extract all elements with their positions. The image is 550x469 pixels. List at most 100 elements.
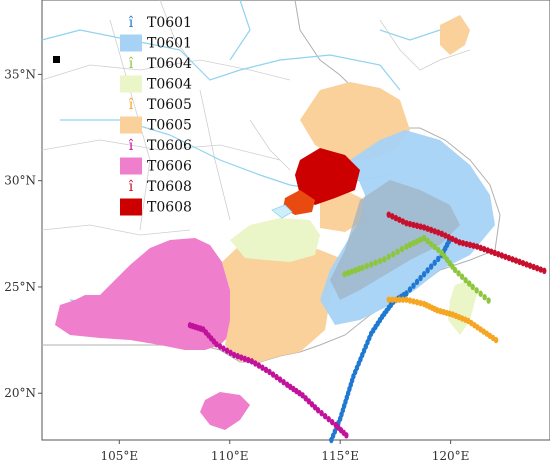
track-marker-icon: î [129, 179, 134, 195]
track-point [478, 290, 483, 297]
track-point [510, 256, 515, 263]
track-point [411, 298, 416, 305]
track-t0606 [187, 322, 349, 439]
x-tick-label: 105°E [100, 449, 138, 463]
track-point [414, 278, 420, 286]
track-point [306, 398, 312, 405]
track-point [446, 234, 452, 241]
track-point [404, 243, 409, 250]
track-point [364, 262, 369, 270]
track-point [432, 259, 437, 266]
track-point [459, 273, 465, 280]
track-point [390, 213, 395, 220]
track-point [470, 283, 475, 291]
track-point [520, 259, 526, 267]
track-marker-icon: î [129, 15, 134, 31]
track-point [407, 286, 413, 293]
track-point [411, 239, 416, 247]
track-point [322, 412, 328, 420]
track-point [360, 264, 365, 272]
y-tick-label: 30°N [4, 174, 36, 188]
track-point [492, 249, 497, 257]
track-point [439, 230, 444, 238]
track-point [386, 253, 391, 260]
track-point [407, 241, 413, 249]
track-point [485, 247, 490, 254]
track-point [471, 242, 476, 249]
track-point [395, 248, 400, 255]
track-point [452, 266, 458, 274]
legend-label: T0604 [147, 56, 192, 72]
map-legend: î T0601 T0601 î T0604 T0604 î T0605 T0605 î T0606 T… [120, 15, 192, 216]
legend-label: T0606 [147, 159, 192, 175]
track-point [400, 218, 406, 225]
track-point [478, 244, 483, 252]
track-point [352, 267, 358, 274]
track-t0608 [386, 211, 547, 275]
axis-ticks: 105°E 110°E 115°E 120°E 35°N 30°N 25°N 20°N [4, 67, 469, 463]
track-point [542, 267, 547, 275]
lake [271, 204, 293, 219]
track-point [467, 241, 473, 249]
track-point [217, 343, 223, 350]
track-point [400, 296, 406, 303]
track-point [377, 257, 383, 265]
area-swatch-icon [120, 75, 142, 93]
track-point [421, 271, 427, 278]
area-swatch-icon [120, 34, 142, 52]
track-point [242, 355, 247, 363]
track-point [425, 237, 430, 245]
track-point [270, 371, 276, 378]
track-point [517, 258, 522, 266]
legend-label: T0608 [147, 200, 192, 216]
track-point [436, 255, 441, 263]
track-point [425, 267, 430, 274]
track-point [466, 280, 472, 287]
track-point [531, 263, 536, 271]
track-point [404, 296, 409, 303]
track-point [224, 347, 230, 354]
track-point [432, 228, 437, 235]
track-point [267, 368, 272, 376]
legend-label: T0606 [147, 138, 192, 154]
track-point [414, 222, 420, 229]
track-point [418, 299, 423, 307]
track-point [407, 220, 413, 228]
track-point [496, 251, 501, 258]
track-point [256, 362, 262, 369]
area-t0608-west [283, 190, 315, 215]
y-tick-label: 20°N [4, 386, 36, 400]
track-point [214, 341, 219, 348]
track-point [450, 235, 455, 243]
track-point [303, 395, 308, 402]
track-point [393, 214, 399, 222]
city-marker [53, 56, 60, 63]
track-point [411, 282, 416, 289]
track-point [368, 261, 374, 268]
track-point [464, 240, 469, 248]
track-point [414, 238, 420, 245]
track-point [404, 290, 409, 297]
track-point [513, 257, 519, 264]
track-t0605 [386, 296, 499, 344]
track-point [386, 211, 391, 218]
track-point [253, 360, 258, 367]
y-tick-label: 35°N [4, 67, 36, 81]
track-point [312, 404, 318, 411]
area-t0606 [55, 238, 240, 350]
track-point [397, 216, 402, 223]
track-point [428, 240, 434, 248]
legend-label: T0601 [147, 15, 192, 31]
track-point [506, 254, 512, 262]
legend-label: T0605 [147, 97, 192, 113]
track-point [489, 248, 494, 255]
track-point [493, 336, 499, 344]
track-point [414, 299, 420, 306]
track-point [482, 293, 487, 301]
area-swatch-icon [120, 157, 142, 175]
track-point [481, 245, 487, 253]
track-point [356, 265, 361, 273]
map-content: î T0601 T0601 î T0604 T0604 î T0605 T0605 î T0606 T… [41, 0, 547, 444]
track-point [231, 351, 237, 359]
